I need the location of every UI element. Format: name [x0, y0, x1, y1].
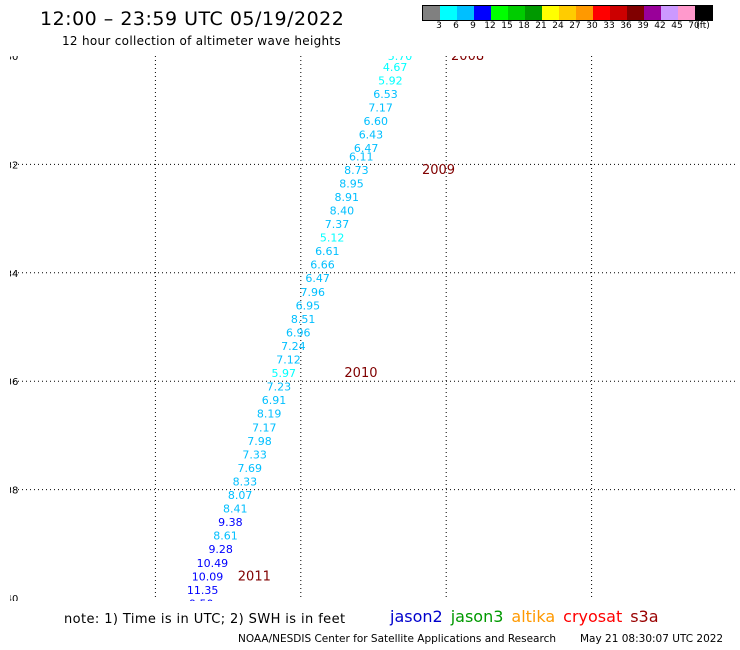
- colorbar-label: 27: [569, 21, 581, 31]
- swh-observation: 7.98: [247, 435, 272, 448]
- colorbar-swatch: [508, 6, 525, 20]
- swh-observation: 9.50: [189, 597, 214, 601]
- swh-observation: 8.73: [344, 164, 369, 177]
- y-tick-label: -40: [10, 594, 18, 601]
- swh-observation: 8.07: [228, 489, 253, 502]
- colorbar-swatch: [474, 6, 491, 20]
- swh-observation: 7.12: [276, 354, 301, 367]
- swh-observation: 11.35: [187, 584, 219, 597]
- swh-observation: 7.17: [368, 101, 393, 114]
- swh-observation: 8.33: [233, 475, 258, 488]
- swh-observation: 5.12: [320, 232, 345, 245]
- satellite-jason3: jason3: [450, 607, 504, 626]
- colorbar-label: 42: [654, 21, 666, 31]
- swh-observation: 6.47: [305, 272, 330, 285]
- colorbar-swatch: [610, 6, 627, 20]
- swh-observation: 6.95: [296, 299, 321, 312]
- swh-observation: 5.92: [378, 74, 403, 87]
- time-label: 2008: [451, 56, 484, 64]
- satellite-cryosat: cryosat: [563, 607, 623, 626]
- satellite-altika: altika: [511, 607, 556, 626]
- swh-observation: 6.53: [373, 88, 398, 101]
- swh-observation: 8.51: [291, 313, 316, 326]
- map-title: 12:00 – 23:59 UTC 05/19/2022: [40, 8, 345, 30]
- colorbar-label: 70: [688, 21, 700, 31]
- colorbar-swatch: [627, 6, 644, 20]
- satellite-jason2: jason2: [390, 607, 443, 626]
- swh-observation: 7.23: [267, 381, 292, 394]
- swh-observation: 10.09: [192, 570, 224, 583]
- swh-observation: 8.61: [213, 530, 238, 543]
- colorbar-label: 6: [453, 21, 459, 31]
- swh-observation: 6.47: [354, 142, 379, 155]
- colorbar-label: (ft): [696, 21, 710, 31]
- colorbar-label: 33: [603, 21, 615, 31]
- colorbar-label: 12: [484, 21, 496, 31]
- swh-observation: 7.24: [281, 340, 306, 353]
- swh-observation: 7.37: [325, 218, 350, 231]
- colorbar-label: 45: [671, 21, 683, 31]
- colorbar-swatch: [440, 6, 457, 20]
- wave-height-colorbar: [422, 5, 713, 21]
- swh-observation: 7.33: [242, 448, 267, 461]
- colorbar-swatch: [695, 6, 712, 20]
- swh-observation: 5.97: [271, 367, 296, 380]
- swh-observation: 6.66: [310, 259, 335, 272]
- colorbar-label: 18: [518, 21, 530, 31]
- footer-timestamp: May 21 08:30:07 UTC 2022: [580, 633, 724, 645]
- colorbar-label: 3: [436, 21, 442, 31]
- colorbar-swatch: [423, 6, 440, 20]
- swh-observation: 7.69: [238, 462, 263, 475]
- time-label: 2009: [422, 163, 455, 178]
- swh-observation: 6.43: [359, 129, 384, 142]
- wave-height-map: -165-162-159-156-153-150-30-32-34-36-38-…: [10, 56, 737, 601]
- colorbar-label: 24: [552, 21, 564, 31]
- colorbar-swatch: [678, 6, 695, 20]
- swh-observation: 8.40: [330, 204, 355, 217]
- colorbar-swatch: [457, 6, 474, 20]
- colorbar-swatch: [576, 6, 593, 20]
- colorbar-swatch: [661, 6, 678, 20]
- swh-observation: 7.96: [301, 286, 326, 299]
- y-tick-label: -38: [10, 486, 18, 497]
- colorbar-swatch: [559, 6, 576, 20]
- swh-observation: 7.17: [252, 421, 277, 434]
- satellite-s3a: s3a: [630, 607, 659, 626]
- satellite-legend: jason2 jason3 altika cryosat s3a: [390, 607, 667, 626]
- y-tick-label: -36: [10, 377, 18, 388]
- swh-observation: 6.96: [286, 326, 311, 339]
- swh-observation: 6.60: [364, 115, 389, 128]
- colorbar-label: 15: [501, 21, 513, 31]
- map-subtitle: 12 hour collection of altimeter wave hei…: [62, 34, 341, 48]
- swh-observation: 8.19: [257, 408, 282, 421]
- swh-observation: 10.49: [197, 557, 229, 570]
- footer-note: note: 1) Time is in UTC; 2) SWH is in fe…: [64, 612, 346, 627]
- colorbar-swatch: [525, 6, 542, 20]
- colorbar-label: 21: [535, 21, 547, 31]
- y-tick-label: -34: [10, 269, 18, 280]
- colorbar-swatch: [542, 6, 559, 20]
- footer-source: NOAA/NESDIS Center for Satellite Applica…: [238, 633, 556, 645]
- colorbar-label: 9: [470, 21, 476, 31]
- swh-observation: 9.28: [208, 543, 233, 556]
- swh-observation: 6.91: [262, 394, 287, 407]
- time-label: 2010: [344, 366, 377, 381]
- swh-observation: 8.95: [339, 177, 364, 190]
- swh-observation: 6.11: [349, 150, 374, 163]
- colorbar-label: 30: [586, 21, 598, 31]
- colorbar-swatch: [491, 6, 508, 20]
- swh-observation: 5.70: [388, 56, 413, 63]
- swh-observation: 8.41: [223, 503, 248, 516]
- y-tick-label: -30: [10, 56, 18, 63]
- colorbar-swatch: [644, 6, 661, 20]
- colorbar-label: 39: [637, 21, 649, 31]
- y-tick-label: -32: [10, 160, 18, 171]
- time-label: 2011: [238, 569, 271, 584]
- swh-observation: 4.67: [383, 61, 408, 74]
- swh-observation: 8.91: [334, 191, 359, 204]
- swh-observation: 6.61: [315, 245, 340, 258]
- swh-observation: 9.38: [218, 516, 243, 529]
- colorbar-swatch: [593, 6, 610, 20]
- colorbar-label: 36: [620, 21, 632, 31]
